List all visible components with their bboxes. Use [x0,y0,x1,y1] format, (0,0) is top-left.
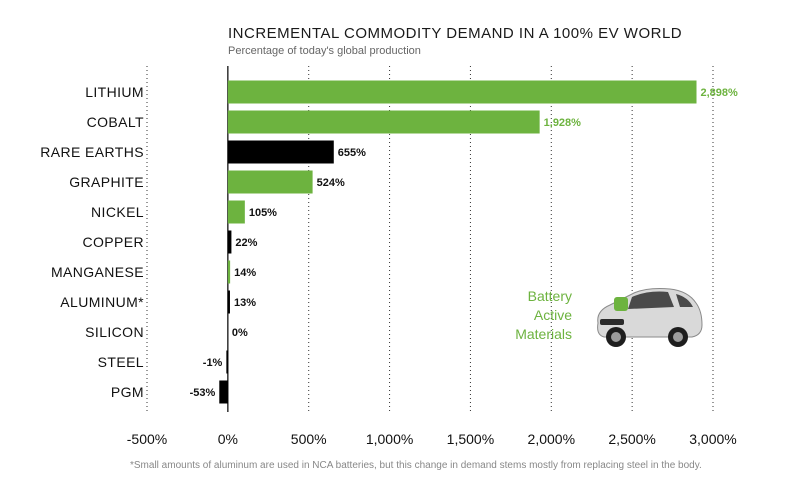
category-label: LITHIUM [85,84,144,100]
value-label: -1% [203,357,223,369]
value-label: 524% [317,177,345,189]
value-label: 22% [235,237,257,249]
bar-lithium [227,80,697,104]
bar-rare-earths [227,140,334,164]
category-labels: LITHIUM COBALT RARE EARTHS GRAPHITE NICKEL CO… [40,84,144,400]
category-label: MANGANESE [51,264,144,280]
x-tick-label: -500% [127,431,167,447]
value-label: 1,928% [544,117,582,129]
category-label: NICKEL [91,204,144,220]
x-tick-label: 3,000% [689,431,736,447]
category-label: SILICON [85,324,144,340]
bar-pgm [219,380,228,404]
value-label: -53% [190,387,216,399]
value-label: 14% [234,267,256,279]
x-tick-labels: -500% 0% 500% 1,000% 1,500% 2,000% 2,500% 3,000… [127,431,737,447]
value-label: 0% [232,327,248,339]
chart-subtitle: Percentage of today's global production [228,45,421,57]
x-tick-label: 2,000% [528,431,575,447]
chart-title: INCREMENTAL COMMODITY DEMAND IN A 100% E… [228,25,682,42]
category-label: COPPER [82,234,144,250]
legend-label-line-3: Materials [515,326,572,342]
x-tick-label: 1,500% [447,431,494,447]
value-labels: 2,898% 1,928% 655% 524% 105% 22% 14% 13% 0% -1% -5… [190,87,738,399]
bar-steel [226,350,228,374]
category-label: ALUMINUM* [60,294,144,310]
category-label: STEEL [98,354,144,370]
bar-graphite [227,170,313,194]
x-tick-label: 1,000% [366,431,413,447]
legend-label-line-2: Active [534,307,572,323]
bars [219,80,697,404]
value-label: 13% [234,297,256,309]
footnote: *Small amounts of aluminum are used in N… [130,460,702,471]
bar-copper [227,230,232,254]
value-label: 655% [338,147,366,159]
bar-aluminum [227,290,230,314]
legend: Battery Active Materials [515,288,703,347]
legend-label-line-1: Battery [528,288,572,304]
x-tick-label: 500% [291,431,327,447]
car-icon [597,288,703,347]
bar-cobalt [227,110,540,134]
category-label: GRAPHITE [69,174,144,190]
x-tick-label: 0% [218,431,238,447]
bar-manganese [227,260,231,284]
value-label: 105% [249,207,277,219]
category-label: COBALT [87,114,144,130]
category-label: PGM [111,384,144,400]
x-tick-label: 2,500% [608,431,655,447]
category-label: RARE EARTHS [40,144,144,160]
value-label: 2,898% [701,87,739,99]
bar-nickel [227,200,245,224]
